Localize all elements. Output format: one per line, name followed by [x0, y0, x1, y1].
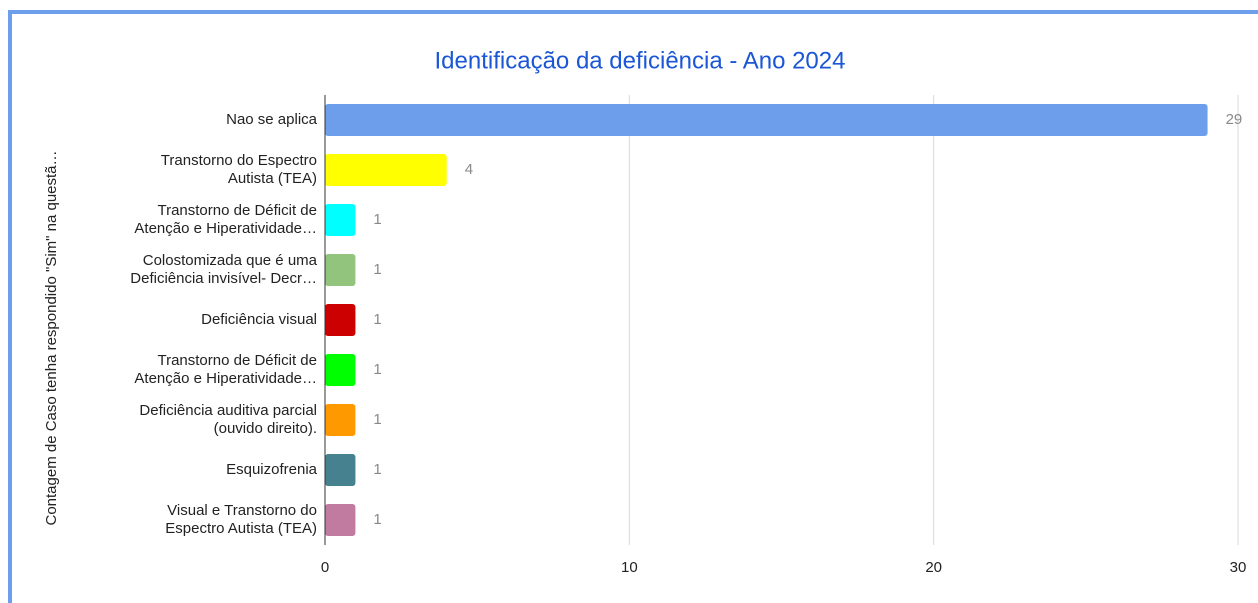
value-label: 29	[1226, 111, 1243, 128]
y-tick-label: Transtorno de Déficit de Atenção e Hiper…	[134, 352, 317, 387]
bar	[325, 154, 447, 186]
y-tick-label: Nao se aplica	[226, 111, 317, 128]
x-tick-label: 0	[321, 559, 329, 576]
value-label: 1	[373, 511, 381, 528]
chart-title: Identificação da deficiência - Ano 2024	[435, 47, 846, 74]
x-tick-label: 20	[925, 559, 942, 576]
y-tick-label: Transtorno do Espectro Autista (TEA)	[160, 152, 317, 187]
frame	[8, 10, 1258, 603]
bar	[325, 404, 356, 436]
value-label: 1	[373, 461, 381, 478]
value-label: 1	[373, 311, 381, 328]
x-tick-label: 30	[1230, 559, 1247, 576]
y-tick-label: Transtorno de Déficit de Atenção e Hiper…	[134, 202, 317, 237]
bar	[325, 254, 356, 286]
bar	[325, 354, 356, 386]
value-label: 1	[373, 361, 381, 378]
value-label: 1	[373, 411, 381, 428]
y-tick-label: Colostomizada que é uma Deficiência invi…	[130, 252, 317, 287]
bar	[325, 454, 356, 486]
value-label: 1	[373, 261, 381, 278]
value-label: 4	[465, 161, 473, 178]
bar	[325, 504, 356, 536]
y-tick-label: Deficiência visual	[201, 311, 317, 328]
y-axis-label: Contagem de Caso tenha respondido "Sim" …	[43, 150, 60, 525]
bar	[325, 204, 356, 236]
bar	[325, 304, 356, 336]
value-label: 1	[373, 211, 381, 228]
y-tick-label: Deficiência auditiva parcial (ouvido dir…	[139, 402, 317, 437]
bar	[325, 104, 1208, 136]
x-tick-label: 10	[621, 559, 638, 576]
y-tick-label: Visual e Transtorno do Espectro Autista …	[165, 502, 317, 537]
y-tick-label: Esquizofrenia	[226, 461, 317, 478]
